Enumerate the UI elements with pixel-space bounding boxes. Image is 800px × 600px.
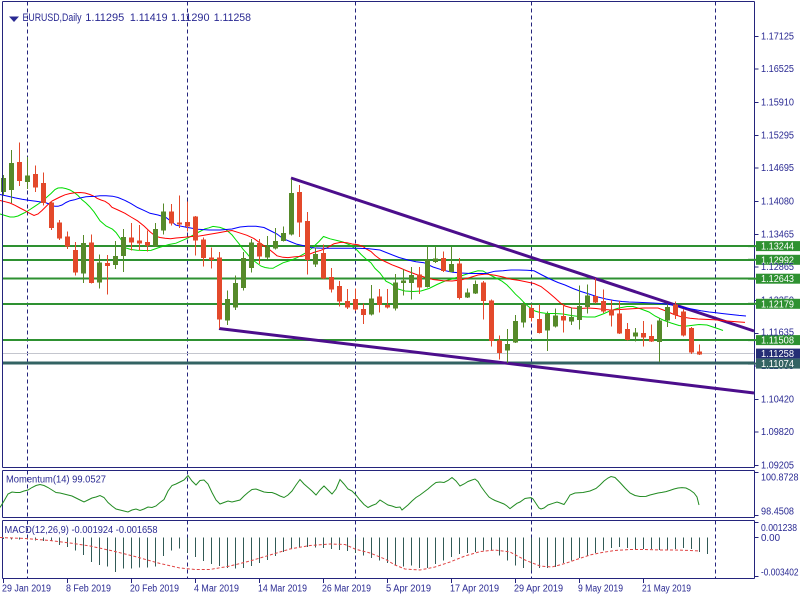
svg-text:Momentum(14) 99.0527: Momentum(14) 99.0527 <box>6 474 106 485</box>
svg-text:98.4508: 98.4508 <box>761 507 794 518</box>
svg-text:1.11635: 1.11635 <box>761 328 794 339</box>
svg-text:14 Mar 2019: 14 Mar 2019 <box>258 584 307 595</box>
svg-text:1.12992: 1.12992 <box>761 255 794 266</box>
svg-text:1.11074: 1.11074 <box>761 359 794 370</box>
svg-text:100.8728: 100.8728 <box>761 473 799 484</box>
svg-text:1.13244: 1.13244 <box>761 242 794 253</box>
svg-text:1.15910: 1.15910 <box>761 97 794 108</box>
svg-text:1.09205: 1.09205 <box>761 460 794 471</box>
svg-text:1.15295: 1.15295 <box>761 131 794 142</box>
svg-text:EURUSD,Daily: EURUSD,Daily <box>23 12 82 24</box>
svg-text:1.13465: 1.13465 <box>761 230 794 241</box>
svg-text:5 Apr 2019: 5 Apr 2019 <box>386 584 431 595</box>
svg-text:1.11508: 1.11508 <box>761 336 794 347</box>
svg-text:-0.003402: -0.003402 <box>761 568 799 579</box>
svg-text:1.12643: 1.12643 <box>761 274 794 285</box>
svg-text:1.11295: 1.11295 <box>85 12 124 24</box>
svg-text:1.09820: 1.09820 <box>761 427 794 438</box>
svg-text:26 Mar 2019: 26 Mar 2019 <box>322 584 371 595</box>
svg-text:8 Feb 2019: 8 Feb 2019 <box>66 584 111 595</box>
svg-text:17 Apr 2019: 17 Apr 2019 <box>450 584 499 595</box>
svg-text:1.11419: 1.11419 <box>130 12 168 24</box>
svg-text:1.10420: 1.10420 <box>761 395 794 406</box>
svg-text:9 May 2019: 9 May 2019 <box>578 584 623 595</box>
svg-text:1.11290: 1.11290 <box>171 12 210 24</box>
svg-text:1.12179: 1.12179 <box>761 299 794 310</box>
svg-text:1.11258: 1.11258 <box>214 12 251 24</box>
svg-text:0.00: 0.00 <box>761 533 780 544</box>
svg-text:29 Jan 2019: 29 Jan 2019 <box>2 584 51 595</box>
svg-text:20 Feb 2019: 20 Feb 2019 <box>130 584 179 595</box>
svg-text:1.16525: 1.16525 <box>761 64 794 75</box>
svg-text:21 May 2019: 21 May 2019 <box>642 584 691 595</box>
svg-text:1.17125: 1.17125 <box>761 32 794 43</box>
svg-text:29 Apr 2019: 29 Apr 2019 <box>514 584 563 595</box>
svg-text:1.11258: 1.11258 <box>761 349 794 360</box>
svg-text:1.14695: 1.14695 <box>761 163 794 174</box>
svg-text:1.12865: 1.12865 <box>761 262 794 273</box>
svg-text:0.001238: 0.001238 <box>761 523 797 534</box>
svg-text:1.14080: 1.14080 <box>761 196 794 207</box>
svg-text:MACD(12,26,9) -0.001924 -0.001: MACD(12,26,9) -0.001924 -0.001658 <box>5 525 158 536</box>
svg-text:4 Mar 2019: 4 Mar 2019 <box>194 584 239 595</box>
